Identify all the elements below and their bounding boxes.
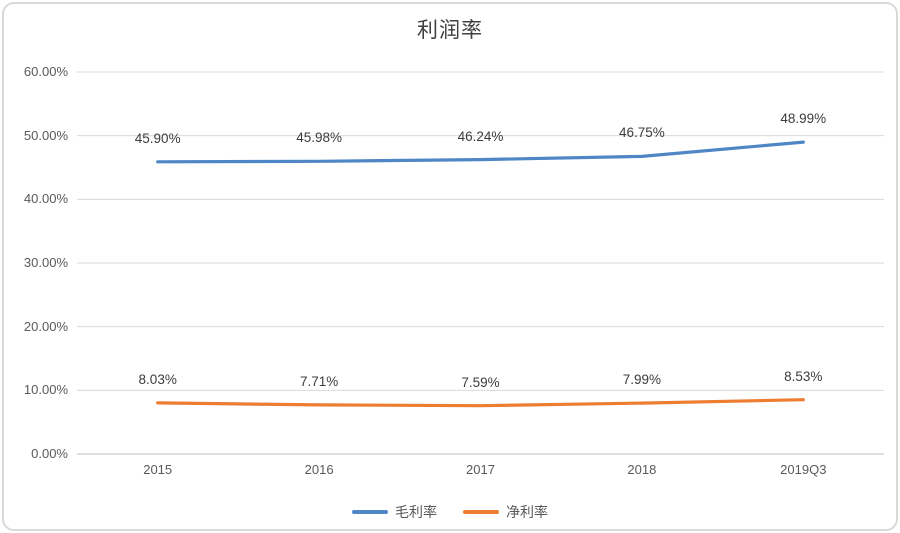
data-label-净利率: 7.59% xyxy=(461,374,500,390)
data-label-毛利率: 46.24% xyxy=(457,128,504,144)
legend-entry-gross-margin: 毛利率 xyxy=(352,502,437,522)
chart-title: 利润率 xyxy=(417,19,483,42)
x-axis-tick-label: 2019Q3 xyxy=(780,462,827,477)
series-line-毛利率 xyxy=(156,140,805,164)
gross-margin-line-swatch xyxy=(352,510,388,514)
x-axis-tick-label: 2017 xyxy=(466,462,495,477)
line-chart-plot xyxy=(77,71,884,455)
y-axis-tick-label: 60.00% xyxy=(23,64,68,79)
net-margin-line-swatch xyxy=(463,510,499,514)
y-axis-tick-label: 50.00% xyxy=(23,127,68,143)
x-axis-tick-label: 2018 xyxy=(627,462,657,477)
data-label-毛利率: 48.99% xyxy=(780,111,827,127)
x-axis-tick-label: 2016 xyxy=(304,462,334,477)
data-label-净利率: 7.99% xyxy=(622,372,662,388)
data-label-毛利率: 46.75% xyxy=(618,125,665,141)
legend-label-net-margin: 净利率 xyxy=(506,504,548,520)
y-axis-tick-label: 30.00% xyxy=(23,255,68,270)
y-axis-tick-label: 10.00% xyxy=(23,382,68,398)
y-axis-tick-label: 40.00% xyxy=(23,191,68,207)
legend-label-gross-margin: 毛利率 xyxy=(395,504,437,520)
y-axis-tick-label: 0.00% xyxy=(31,446,68,461)
data-label-毛利率: 45.98% xyxy=(296,130,342,146)
y-axis-tick-label: 20.00% xyxy=(23,318,68,334)
data-label-毛利率: 45.90% xyxy=(134,130,181,146)
data-label-净利率: 8.53% xyxy=(784,368,823,384)
x-axis-tick-label: 2015 xyxy=(143,462,173,477)
data-label-净利率: 8.03% xyxy=(138,371,177,387)
series-line-净利率 xyxy=(156,398,805,408)
chart-legend: 毛利率 净利率 xyxy=(4,502,896,522)
data-label-净利率: 7.71% xyxy=(299,373,339,389)
legend-entry-net-margin: 净利率 xyxy=(463,502,548,522)
